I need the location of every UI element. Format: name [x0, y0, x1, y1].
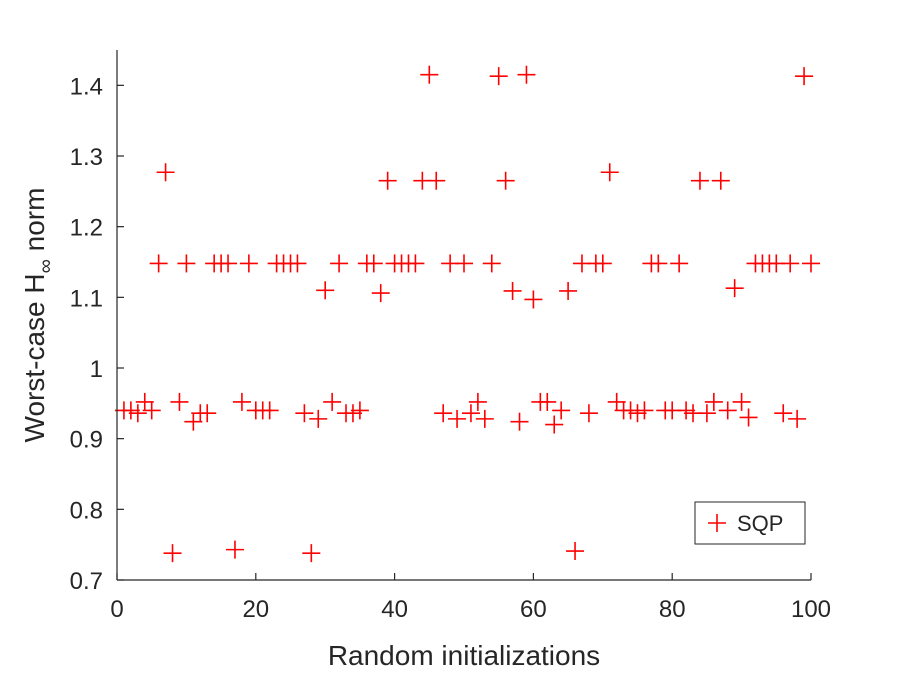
- data-point: [330, 254, 349, 273]
- data-point: [739, 408, 758, 427]
- y-tick-label: 0.7: [70, 568, 103, 595]
- data-point: [427, 171, 446, 190]
- data-point: [677, 401, 696, 420]
- points-layer: [114, 65, 820, 563]
- data-point: [725, 279, 744, 298]
- data-point: [142, 401, 161, 420]
- data-point: [475, 409, 494, 428]
- data-point: [260, 401, 279, 420]
- y-tick-label: 1.2: [70, 215, 103, 242]
- data-point: [559, 281, 578, 300]
- data-point: [489, 67, 508, 86]
- data-point: [670, 254, 689, 273]
- data-point: [781, 254, 800, 273]
- data-point: [704, 392, 723, 411]
- data-point: [232, 392, 251, 411]
- data-point: [607, 392, 626, 411]
- data-point: [434, 404, 453, 423]
- data-point: [600, 163, 619, 182]
- x-tick-label: 20: [242, 596, 269, 623]
- x-tick-label: 100: [791, 596, 831, 623]
- data-point: [517, 65, 536, 84]
- data-point: [378, 171, 397, 190]
- data-point: [718, 401, 737, 420]
- data-point: [461, 404, 480, 423]
- data-point: [455, 254, 473, 273]
- x-tick-label: 60: [520, 596, 547, 623]
- y-axis-label-tail: norm: [19, 188, 50, 260]
- data-point: [538, 392, 557, 411]
- data-point: [420, 65, 439, 84]
- data-point: [503, 281, 522, 300]
- data-point: [198, 404, 217, 423]
- data-point: [795, 67, 814, 86]
- y-axis-label-subscript: ∞: [35, 259, 57, 273]
- data-point: [788, 409, 807, 428]
- y-tick-label: 0.8: [70, 497, 103, 524]
- data-point: [406, 254, 425, 273]
- x-tick-label: 40: [381, 596, 408, 623]
- data-point: [510, 412, 529, 431]
- y-tick-label: 1.1: [70, 285, 103, 312]
- data-point: [566, 542, 585, 561]
- data-point: [482, 254, 501, 273]
- data-point: [225, 540, 244, 559]
- data-point: [496, 171, 515, 190]
- data-point: [774, 404, 793, 423]
- data-point: [219, 254, 238, 273]
- data-point: [302, 544, 321, 563]
- data-point: [448, 409, 467, 428]
- data-point: [628, 404, 647, 423]
- data-point: [156, 163, 175, 182]
- x-axis-label: Random initializations: [328, 640, 600, 671]
- data-point: [350, 401, 369, 420]
- data-point: [552, 401, 571, 420]
- data-point: [316, 281, 335, 300]
- data-point: [177, 254, 196, 273]
- data-point: [128, 404, 147, 423]
- data-point: [170, 392, 189, 411]
- legend-marker: [708, 514, 726, 532]
- data-point: [468, 392, 487, 411]
- data-point: [364, 254, 383, 273]
- data-point: [149, 254, 168, 273]
- data-point: [802, 254, 820, 273]
- data-point: [711, 171, 730, 190]
- data-point: [545, 415, 564, 434]
- y-axis-label-main: Worst-case H: [19, 273, 50, 442]
- data-point: [690, 171, 709, 190]
- data-point: [593, 254, 612, 273]
- data-point: [121, 401, 140, 420]
- y-axis-label: Worst-case H∞ norm: [19, 188, 57, 443]
- data-point: [295, 404, 314, 423]
- y-tick-label: 1.3: [70, 144, 103, 171]
- y-tick-label: 0.9: [70, 427, 103, 454]
- data-point: [371, 284, 390, 303]
- data-point: [135, 392, 154, 411]
- data-point: [323, 392, 342, 411]
- data-point: [732, 392, 751, 411]
- x-tick-label: 80: [659, 596, 686, 623]
- data-point: [343, 404, 362, 423]
- y-tick-label: 1: [90, 356, 103, 383]
- data-point: [163, 544, 182, 563]
- data-point: [184, 412, 203, 431]
- ticks-layer: 0 20 40 60 80 100 0.7 0.8 0.9 1 1.1 1.2 1.3 1.4: [70, 73, 831, 623]
- data-point: [309, 409, 328, 428]
- data-point: [579, 404, 598, 423]
- data-point: [524, 290, 543, 309]
- data-point: [649, 254, 668, 273]
- data-point: [288, 254, 307, 273]
- x-tick-label: 0: [110, 596, 123, 623]
- y-tick-label: 1.4: [70, 73, 103, 100]
- data-point: [239, 254, 258, 273]
- legend: SQP: [694, 501, 806, 545]
- data-point: [635, 401, 654, 420]
- data-point: [697, 404, 716, 423]
- legend-label-sqp: SQP: [737, 511, 783, 536]
